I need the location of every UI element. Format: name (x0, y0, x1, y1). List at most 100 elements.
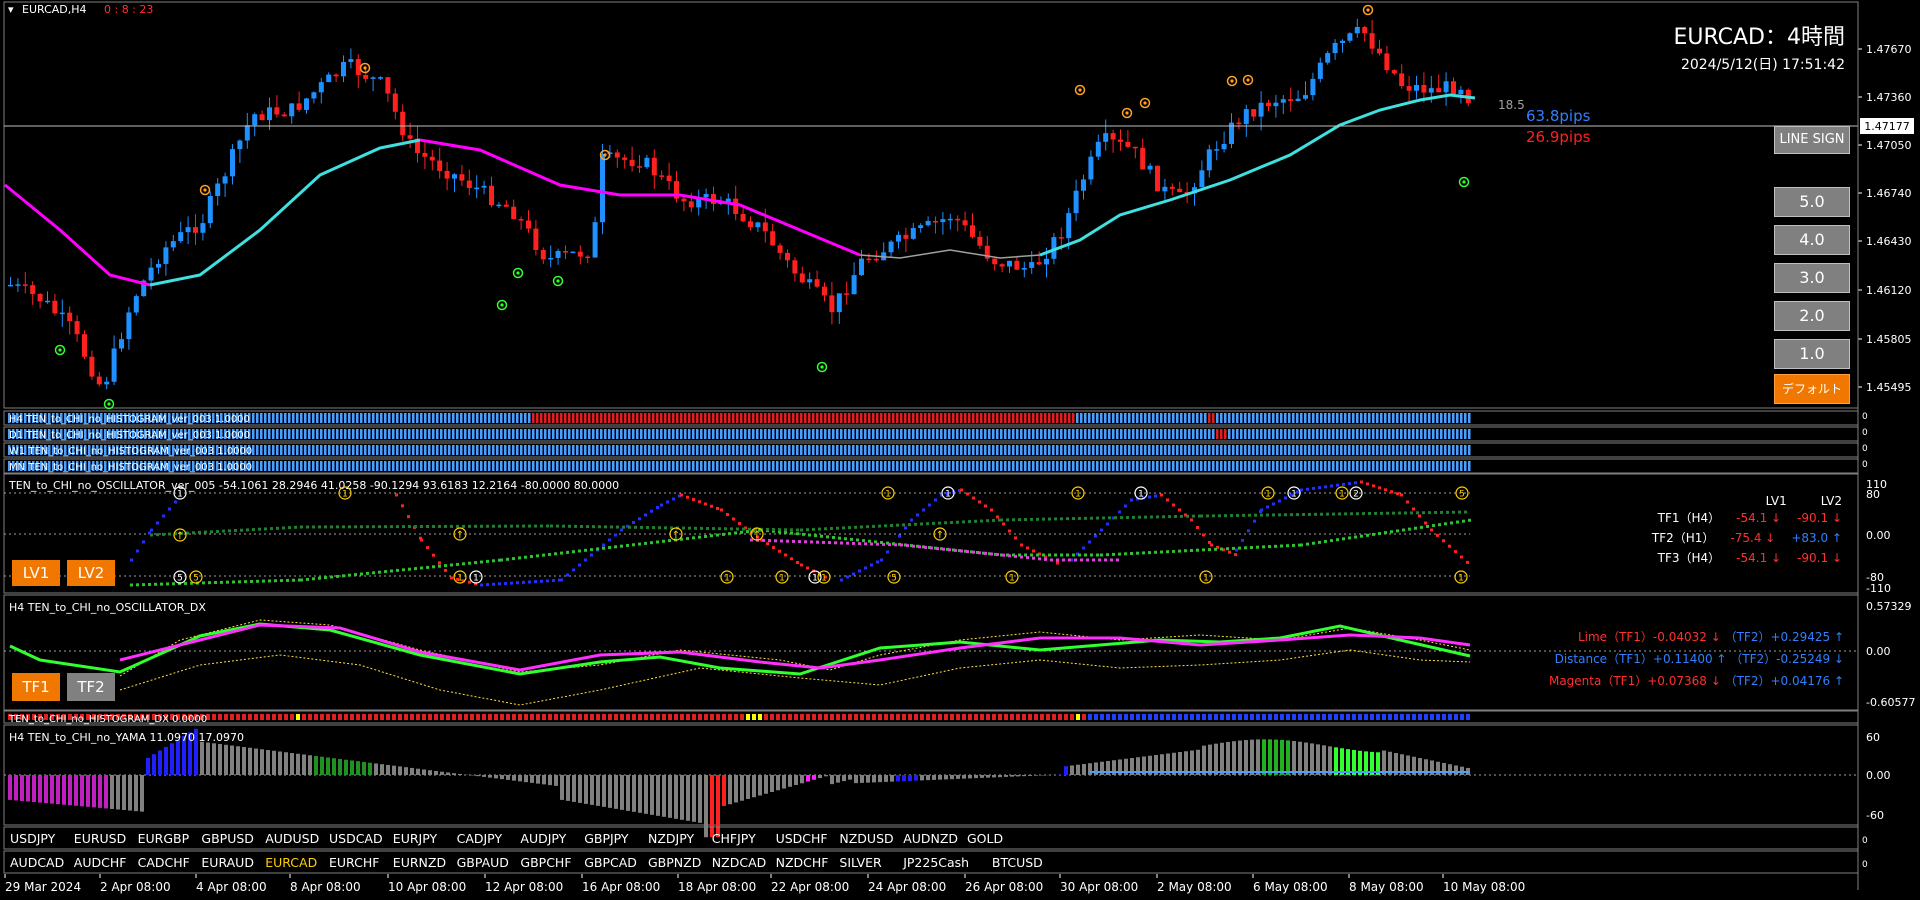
histogram-bar (264, 429, 267, 439)
default-button[interactable]: デフォルト (1774, 374, 1850, 404)
histogram-bar (516, 429, 519, 439)
symbol-button-eurnzd[interactable]: EURNZD (393, 855, 446, 870)
osc-lv2-line (1060, 517, 1063, 521)
symbol-button-nzdjpy[interactable]: NZDJPY (648, 831, 694, 846)
histogram-bar (160, 445, 163, 455)
level-button-3-0[interactable]: 3.0 (1774, 263, 1850, 293)
histogram-bar (432, 445, 435, 455)
symbol-button-cadjpy[interactable]: CADJPY (457, 831, 503, 846)
symbol-button-gold[interactable]: GOLD (967, 831, 1003, 846)
yama-bar (1028, 775, 1032, 776)
histogram-bar (284, 461, 287, 471)
osc-lv2-dot (722, 532, 725, 536)
osc-lv2-line (1404, 511, 1407, 515)
symbol-button-btcusd[interactable]: BTCUSD (992, 855, 1043, 870)
symbol-button-chfjpy[interactable]: CHFJPY (712, 831, 756, 846)
lv2-button[interactable]: LV2 (67, 560, 115, 586)
histogram-bar (276, 429, 279, 439)
histogram-bar (968, 445, 971, 455)
histogram-bar (748, 413, 751, 423)
symbol-button-cadchf[interactable]: CADCHF (138, 855, 190, 870)
oscillator-value-table: LV1 LV2 TF1（H4） -54.1 ↓ -90.1 ↓ TF2（H1） -75.… (1650, 494, 1850, 568)
tf1-button[interactable]: TF1 (12, 673, 60, 701)
osc-lv1-dot (1202, 533, 1205, 537)
osc-lv2-dot (1456, 520, 1459, 524)
symbol-button-nzdcad[interactable]: NZDCAD (712, 855, 766, 870)
osc-lv1-dot (632, 521, 635, 524)
osc-lv2-line (1410, 511, 1413, 515)
chart-triangle-icon[interactable]: ▾ (8, 3, 14, 16)
histogram-bar (1400, 461, 1403, 471)
buy-signal-dot (556, 279, 560, 283)
dx-row: Lime（TF1）-0.04032 ↓ （TF2）+0.29425 ↑ (1549, 626, 1844, 648)
symbol-button-audusd[interactable]: AUDUSD (265, 831, 319, 846)
symbol-button-usdjpy[interactable]: USDJPY (10, 831, 56, 846)
symbol-button-gbpcad[interactable]: GBPCAD (584, 855, 637, 870)
osc-lv2-dot (870, 542, 873, 546)
histogram-bar (396, 429, 399, 439)
symbol-button-eurjpy[interactable]: EURJPY (393, 831, 438, 846)
histogram-bar (728, 413, 731, 423)
symbol-button-audcad[interactable]: AUDCAD (10, 855, 64, 870)
osc-lv2-line (806, 528, 809, 532)
histogram-bar (204, 461, 207, 471)
osc-lv2-dot (292, 578, 295, 582)
tf2-button[interactable]: TF2 (67, 673, 115, 701)
histogram-bar (348, 413, 351, 423)
candle-body (45, 300, 50, 303)
symbol-button-gbpjpy[interactable]: GBPJPY (584, 831, 629, 846)
symbol-button-audnzd[interactable]: AUDNZD (903, 831, 958, 846)
yama-bar (68, 775, 72, 806)
osc-lv2-line (324, 525, 327, 529)
osc-lv2-dot (360, 572, 363, 576)
symbol-button-usdcad[interactable]: USDCAD (329, 831, 383, 846)
symbol-button-usdchf[interactable]: USDCHF (776, 831, 828, 846)
symbol-button-nzdusd[interactable]: NZDUSD (839, 831, 893, 846)
osc-lv2-dot (1020, 555, 1023, 559)
symbol-button-gbpchf[interactable]: GBPCHF (520, 855, 571, 870)
symbol-button-euraud[interactable]: EURAUD (201, 855, 254, 870)
symbol-button-eurusd[interactable]: EURUSD (74, 831, 126, 846)
symbol-button-audchf[interactable]: AUDCHF (74, 855, 127, 870)
histogram-bar (508, 429, 511, 439)
level-button-5-0[interactable]: 5.0 (1774, 187, 1850, 217)
osc-lv2-dot (976, 551, 979, 554)
osc-lv1-dot (852, 572, 855, 576)
histogram-bar (1088, 429, 1091, 439)
candle-body (37, 293, 43, 302)
osc-lv2-dot (318, 576, 321, 580)
histogram-bar (1060, 461, 1063, 471)
lv1-button[interactable]: LV1 (12, 560, 60, 586)
symbol-button-eurchf[interactable]: EURCHF (329, 855, 379, 870)
osc-lv2-line (294, 525, 297, 529)
line-sign-button[interactable]: LINE SIGN (1774, 126, 1850, 154)
osc-lv2-dot (184, 581, 187, 585)
symbol-button-gbpaud[interactable]: GBPAUD (457, 855, 509, 870)
level-button-2-0[interactable]: 2.0 (1774, 301, 1850, 331)
symbol-button-nzdchf[interactable]: NZDCHF (776, 855, 829, 870)
symbol-button-gbpusd[interactable]: GBPUSD (201, 831, 254, 846)
histogram-bar (216, 461, 219, 471)
histogram-bar (200, 429, 203, 439)
yama-bar (674, 775, 678, 819)
histdx-bar (1436, 714, 1440, 720)
symbol-button-gbpnzd[interactable]: GBPNZD (648, 855, 701, 870)
osc-lv1-dot (528, 580, 531, 584)
histdx-bar (194, 714, 198, 720)
candle-body (1118, 139, 1123, 142)
histdx-bar (740, 714, 744, 720)
osc-lv2-line (234, 529, 237, 533)
histogram-bar (1088, 445, 1091, 455)
symbol-button-eurcad[interactable]: EURCAD (265, 855, 317, 870)
histogram-bar (1092, 445, 1095, 455)
histogram-bar (720, 445, 723, 455)
symbol-button-eurgbp[interactable]: EURGBP (138, 831, 190, 846)
symbol-button-audjpy[interactable]: AUDJPY (520, 831, 566, 846)
symbol-button-silver[interactable]: SILVER (839, 855, 882, 870)
symbol-button-jp225cash[interactable]: JP225Cash (902, 855, 969, 870)
osc-lv2-dot (1390, 530, 1393, 534)
histogram-bar (1164, 429, 1167, 439)
level-button-4-0[interactable]: 4.0 (1774, 225, 1850, 255)
level-button-1-0[interactable]: 1.0 (1774, 339, 1850, 369)
